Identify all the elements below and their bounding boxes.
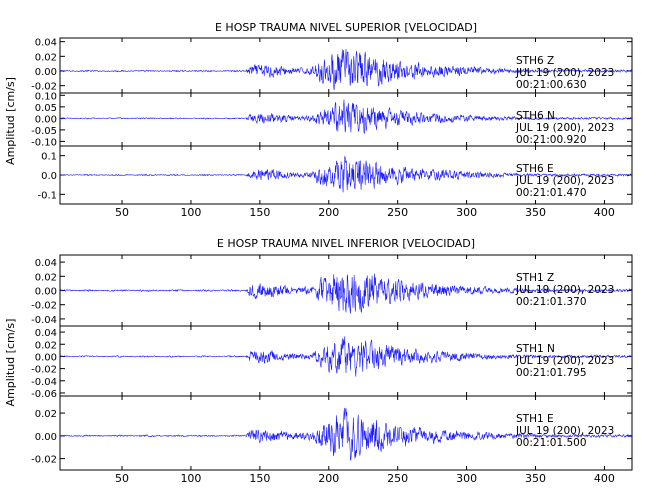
y-tick-label: 0.02 — [35, 52, 57, 63]
x-tick-label: 100 — [180, 206, 201, 219]
y-tick-label: 0.04 — [35, 258, 57, 269]
x-tick-label: 400 — [594, 206, 615, 219]
y-tick-label: 0.00 — [35, 352, 57, 363]
time-label: 00:21:01.470 — [516, 187, 587, 199]
date-label: JUL 19 (200), 2023 — [515, 67, 614, 79]
time-label: 00:21:01.500 — [516, 437, 587, 449]
time-label: 00:21:00.920 — [516, 134, 587, 146]
x-tick-label: 100 — [180, 472, 201, 485]
waveform-trace — [59, 336, 633, 377]
x-tick-label: 200 — [318, 206, 339, 219]
station-label: STH1 Z — [516, 272, 554, 284]
panel-frame — [59, 395, 633, 471]
waveform-trace — [59, 407, 633, 461]
date-label: JUL 19 (200), 2023 — [515, 175, 614, 187]
x-tick-label: 300 — [456, 472, 477, 485]
y-axis-label: Amplitud [cm/s] — [4, 77, 17, 165]
date-label: JUL 19 (200), 2023 — [515, 284, 614, 296]
y-tick-label: -0.1 — [37, 190, 57, 201]
chart-group-1: E HOSP TRAUMA NIVEL SUPERIOR [VELOCIDAD]… — [4, 21, 633, 219]
y-tick-label: -0.02 — [31, 301, 57, 312]
date-label: JUL 19 (200), 2023 — [515, 122, 614, 134]
chart-title: E HOSP TRAUMA NIVEL INFERIOR [VELOCIDAD] — [217, 237, 475, 250]
time-label: 00:21:00.630 — [516, 79, 587, 91]
y-tick-label: 0.04 — [35, 328, 57, 339]
y-tick-label: 0.00 — [35, 432, 57, 443]
x-tick-label: 50 — [115, 206, 129, 219]
station-label: STH6 Z — [516, 55, 554, 67]
y-tick-label: 0.1 — [41, 152, 57, 163]
x-tick-label: 50 — [115, 472, 129, 485]
x-tick-label: 150 — [249, 206, 270, 219]
y-tick-label: 0.02 — [35, 272, 57, 283]
time-label: 00:21:01.795 — [516, 367, 587, 379]
waveform-trace — [59, 155, 633, 193]
waveform-trace — [59, 99, 633, 134]
chart-group-2: E HOSP TRAUMA NIVEL INFERIOR [VELOCIDAD]… — [4, 237, 633, 485]
date-label: JUL 19 (200), 2023 — [515, 425, 614, 437]
y-tick-label: 0.00 — [35, 114, 57, 125]
y-tick-label: 0.02 — [35, 340, 57, 351]
y-tick-label: -0.02 — [31, 455, 57, 466]
time-label: 00:21:01.370 — [516, 296, 587, 308]
station-label: STH6 N — [516, 110, 555, 122]
station-label: STH1 E — [516, 413, 554, 425]
y-tick-label: -0.02 — [31, 365, 57, 376]
waveform-trace — [59, 49, 633, 91]
y-tick-label: -0.05 — [31, 126, 57, 137]
station-label: STH1 N — [516, 343, 555, 355]
x-tick-label: 150 — [249, 472, 270, 485]
y-tick-label: 0.10 — [35, 91, 57, 102]
y-tick-label: -0.02 — [31, 82, 57, 93]
x-tick-label: 350 — [525, 472, 546, 485]
y-tick-label: 0.04 — [35, 38, 57, 49]
x-tick-label: 300 — [456, 206, 477, 219]
y-tick-label: 0.02 — [35, 409, 57, 420]
y-tick-label: -0.04 — [31, 315, 57, 326]
x-tick-label: 350 — [525, 206, 546, 219]
y-tick-label: -0.10 — [31, 137, 57, 148]
x-tick-label: 200 — [318, 472, 339, 485]
y-tick-label: 0.05 — [35, 103, 57, 114]
y-tick-label: -0.04 — [31, 377, 57, 388]
y-tick-label: 0.00 — [35, 287, 57, 298]
station-label: STH6 E — [516, 163, 554, 175]
x-tick-label: 400 — [594, 472, 615, 485]
y-tick-label: 0.0 — [41, 171, 57, 182]
x-tick-label: 250 — [387, 206, 408, 219]
x-tick-label: 250 — [387, 472, 408, 485]
waveform-trace — [59, 273, 633, 314]
y-tick-label: -0.06 — [31, 389, 57, 400]
date-label: JUL 19 (200), 2023 — [515, 355, 614, 367]
y-tick-label: 0.00 — [35, 67, 57, 78]
chart-title: E HOSP TRAUMA NIVEL SUPERIOR [VELOCIDAD] — [215, 21, 477, 34]
y-axis-label: Amplitud [cm/s] — [4, 319, 17, 407]
